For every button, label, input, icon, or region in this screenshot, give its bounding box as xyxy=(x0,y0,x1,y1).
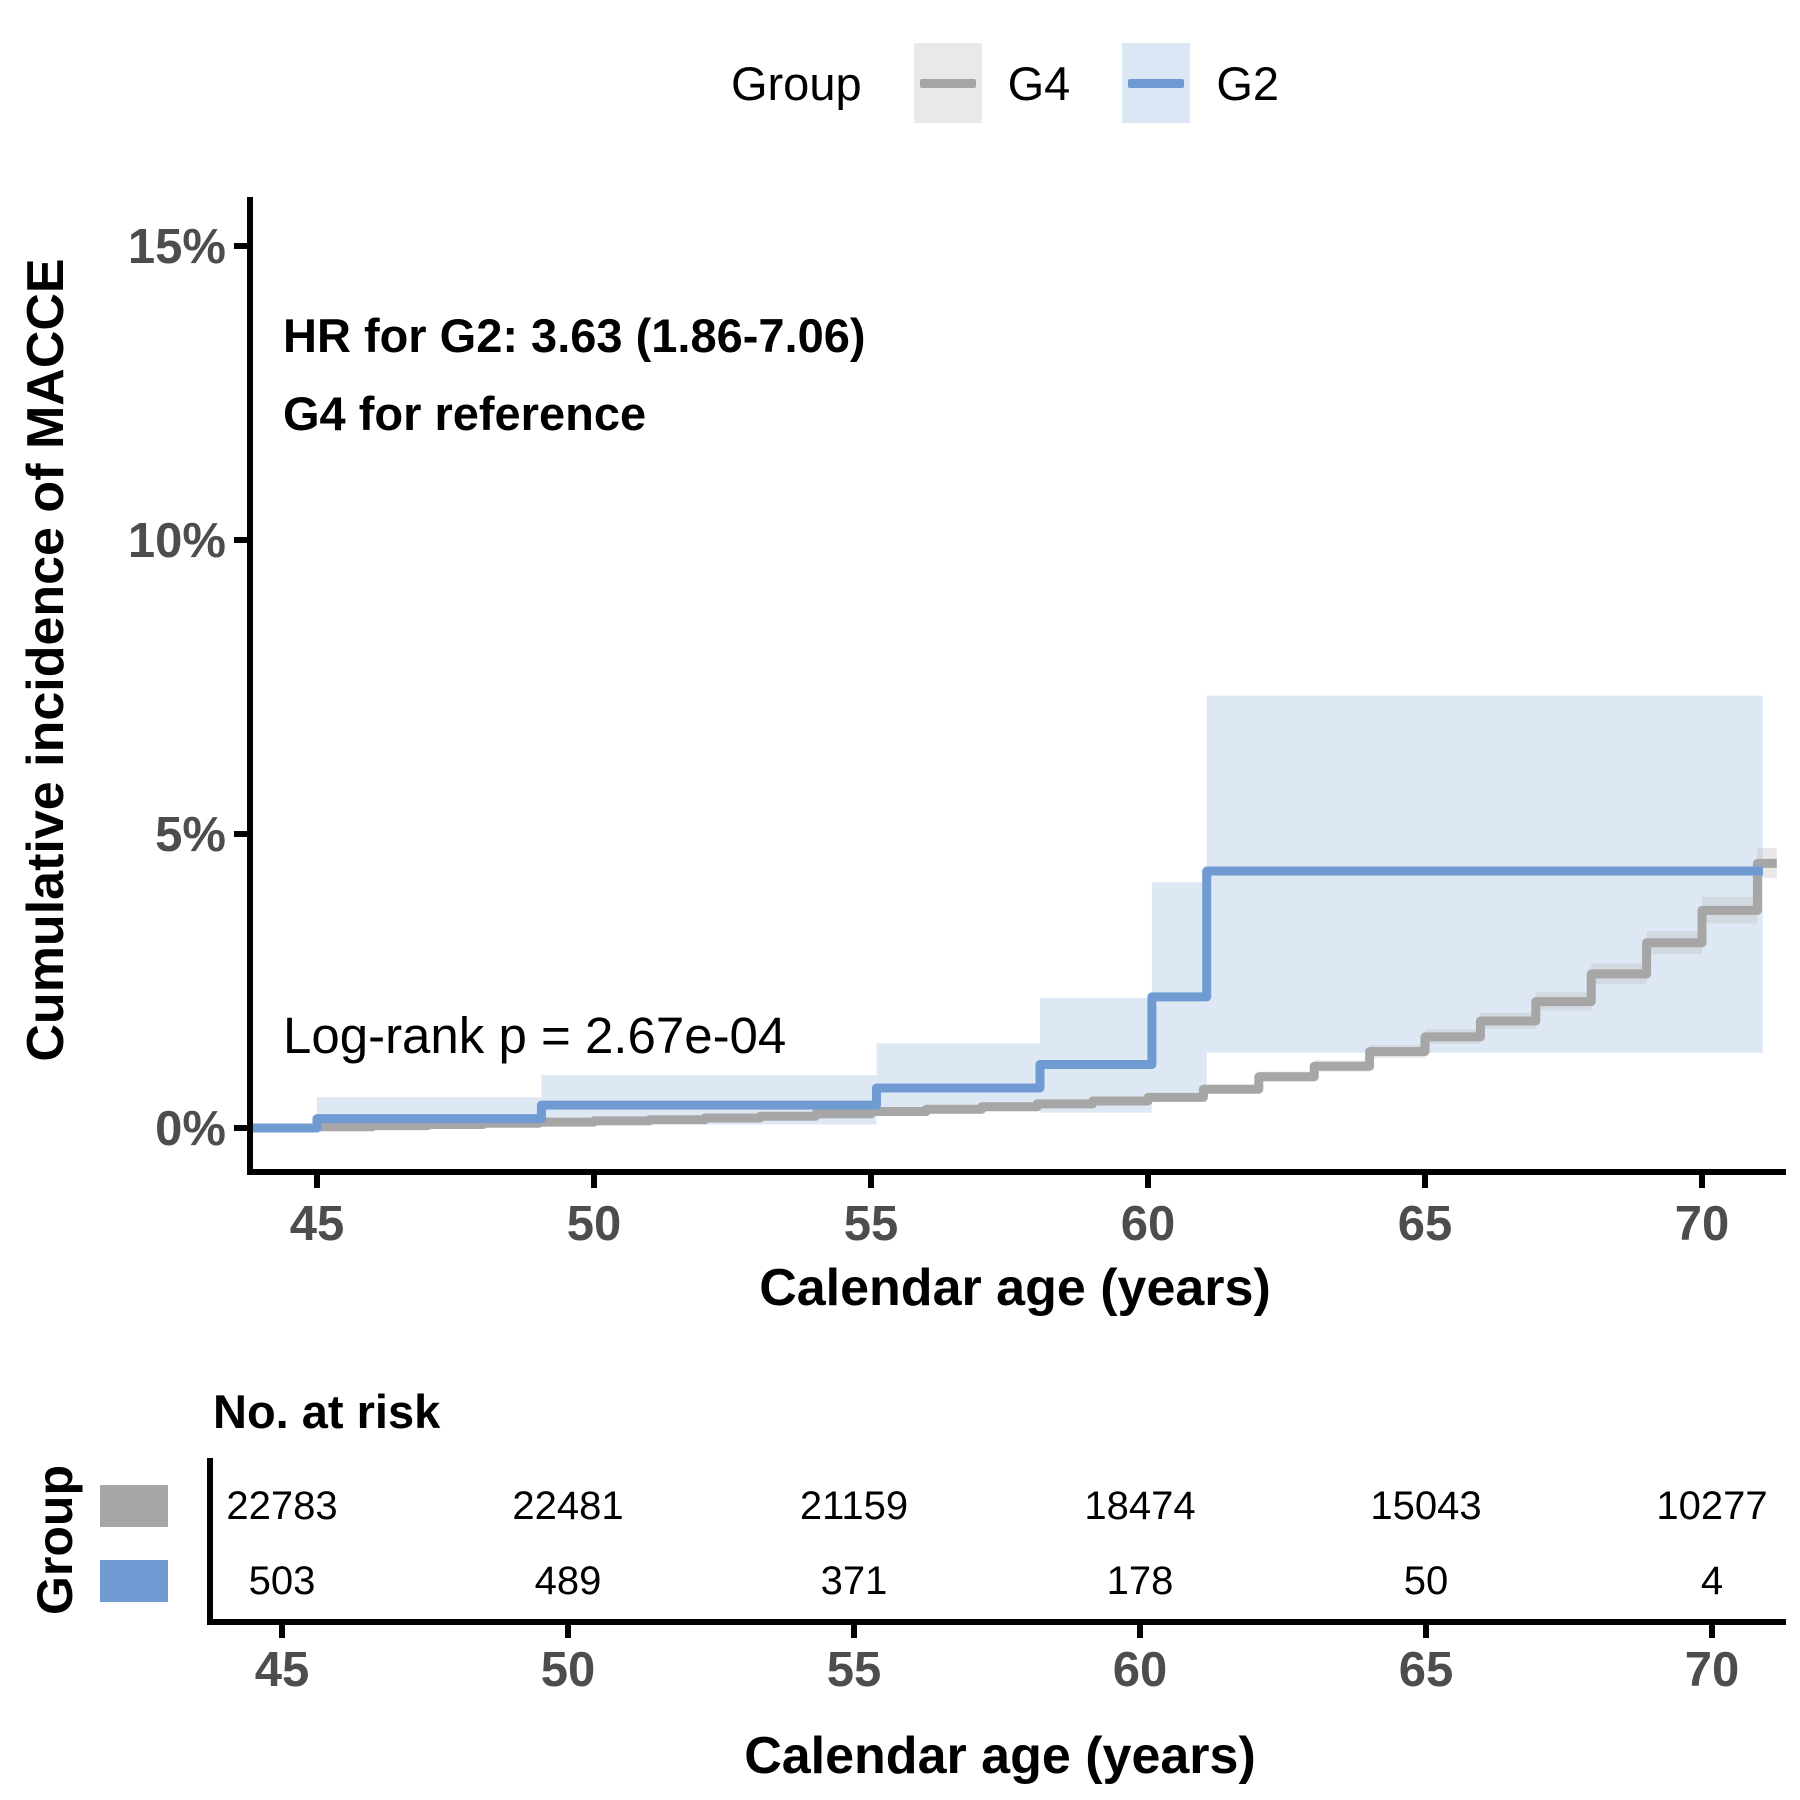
risk-value-g4: 15043 xyxy=(1370,1484,1481,1528)
x-tick-label: 60 xyxy=(1121,1197,1176,1251)
x-tick-label: 70 xyxy=(1675,1197,1730,1251)
reference-annotation: G4 for reference xyxy=(283,387,647,440)
risk-value-g4: 18474 xyxy=(1084,1484,1195,1528)
risk-value-g2: 489 xyxy=(535,1559,602,1603)
risk-value-g4: 21159 xyxy=(800,1484,908,1528)
risk-value-g2: 50 xyxy=(1404,1559,1449,1603)
y-tick-label: 10% xyxy=(128,514,226,568)
risk-table-title: No. at risk xyxy=(213,1385,441,1438)
x-tick-label: 45 xyxy=(290,1197,345,1251)
risk-value-g4: 22783 xyxy=(226,1484,337,1528)
y-tick-label: 15% xyxy=(128,220,226,274)
legend-title: Group xyxy=(730,56,862,110)
risk-x-tick-label: 50 xyxy=(541,1643,596,1697)
legend-item-g2: G2 xyxy=(1122,43,1279,123)
risk-value-g2: 4 xyxy=(1701,1559,1723,1603)
risk-x-tick-label: 70 xyxy=(1685,1643,1740,1697)
x-tick-label: 65 xyxy=(1398,1197,1453,1251)
legend-key-g2 xyxy=(1122,43,1191,123)
legend-item-g4: G4 xyxy=(913,43,1071,123)
risk-group-label: Group xyxy=(27,1465,83,1615)
risk-value-g4: 22481 xyxy=(512,1484,623,1528)
g2-survival-curve xyxy=(250,866,1763,1133)
risk-value-g4: 10277 xyxy=(1656,1484,1767,1528)
logrank-annotation: Log-rank p = 2.67e-04 xyxy=(283,1007,787,1064)
risk-value-g2: 503 xyxy=(249,1559,316,1603)
legend-label-g4: G4 xyxy=(1007,56,1071,110)
y-tick-label: 5% xyxy=(155,808,226,862)
x-axis-title: Calendar age (years) xyxy=(759,1259,1271,1317)
legend-label-g2: G2 xyxy=(1216,56,1280,110)
risk-x-tick-label: 45 xyxy=(255,1643,310,1697)
risk-swatch-g4 xyxy=(100,1485,168,1527)
y-tick-label: 0% xyxy=(155,1102,226,1156)
g4-survival-curve xyxy=(250,858,1777,1133)
legend-key-g4 xyxy=(913,43,982,123)
hr-annotation: HR for G2: 3.63 (1.86-7.06) xyxy=(283,309,866,362)
risk-value-g2: 178 xyxy=(1107,1559,1174,1603)
x-tick-label: 50 xyxy=(567,1197,622,1251)
risk-x-tick-label: 55 xyxy=(827,1643,882,1697)
x-tick-label: 55 xyxy=(844,1197,899,1251)
risk-value-g2: 371 xyxy=(821,1559,888,1603)
risk-x-tick-label: 60 xyxy=(1113,1643,1168,1697)
g4-line-swatch-icon xyxy=(919,78,976,88)
g2-line-swatch-icon xyxy=(1128,78,1185,88)
risk-x-tick-label: 65 xyxy=(1399,1643,1454,1697)
legend: Group G4 G2 xyxy=(0,28,1800,138)
risk-x-axis-title: Calendar age (years) xyxy=(744,1727,1256,1785)
risk-swatch-g2 xyxy=(100,1560,168,1602)
g2-confidence-band xyxy=(317,695,1763,1128)
y-axis-title: Cumulative incidence of MACCE xyxy=(17,258,75,1062)
